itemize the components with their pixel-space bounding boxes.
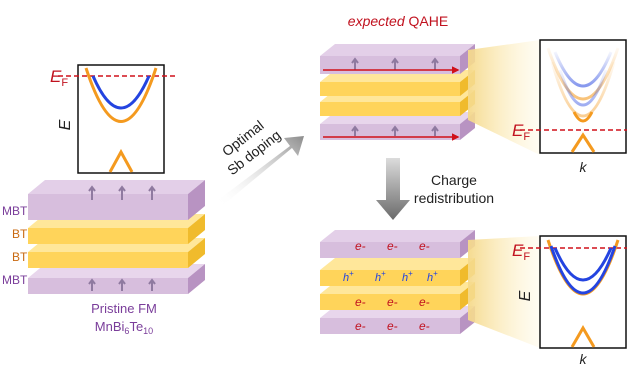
layer-label-mbt-top: MBT bbox=[2, 204, 28, 218]
stack-caption: Pristine FM bbox=[91, 301, 157, 316]
valence-band bbox=[108, 148, 134, 173]
qahe-title: expected QAHE bbox=[348, 13, 448, 29]
zoom-cone-top bbox=[468, 40, 540, 155]
stack-formula: MnBi6Te10 bbox=[95, 319, 153, 336]
layer-mbt-bottom bbox=[28, 264, 205, 294]
k-axis-label-top: k bbox=[580, 159, 588, 175]
zoom-cone-bottom bbox=[468, 236, 540, 348]
electron-label: e- bbox=[355, 319, 366, 333]
energy-axis-label: E bbox=[57, 119, 74, 130]
electron-label: e- bbox=[419, 239, 430, 253]
fermi-label: EF bbox=[50, 67, 68, 89]
k-axis-label-bottom: k bbox=[580, 351, 588, 367]
conduction-band-orange bbox=[84, 67, 158, 123]
energy-axis-label-bottom: E bbox=[517, 290, 534, 301]
band-diagram-bottom-right: EF E k bbox=[512, 235, 627, 367]
layer-label-mbt-bottom: MBT bbox=[2, 273, 28, 287]
bottom-layer-stack: e- e- e- h+ h+ h+ h+ e- e- e- e- e- e- bbox=[320, 230, 475, 334]
electron-label: e- bbox=[387, 319, 398, 333]
electron-label: e- bbox=[419, 319, 430, 333]
hole-label: h+ bbox=[343, 269, 354, 284]
fermi-label-top: EF bbox=[512, 121, 530, 143]
electron-label: e- bbox=[387, 239, 398, 253]
doping-arrow: Optimal Sb doping bbox=[218, 117, 304, 206]
electron-label: e- bbox=[355, 295, 366, 309]
band-diagram-left: EF E bbox=[50, 64, 176, 174]
layer-label-bt-1: BT bbox=[12, 227, 28, 241]
top-layer-stack bbox=[320, 44, 475, 141]
conduction-band-blue bbox=[91, 75, 151, 110]
left-layer-stack: MBT BT BT MBT Pristine FM MnBi6Te10 bbox=[2, 180, 205, 336]
electron-label: e- bbox=[419, 295, 430, 309]
electron-label: e- bbox=[387, 295, 398, 309]
hole-label: h+ bbox=[402, 269, 413, 284]
hole-label: h+ bbox=[375, 269, 386, 284]
layer-mbt-top bbox=[28, 180, 205, 220]
band-diagram-top-right: EF k bbox=[512, 39, 627, 175]
fermi-label-bottom: EF bbox=[512, 241, 530, 263]
redistribution-arrow: Charge redistribution bbox=[376, 158, 494, 220]
hole-label: h+ bbox=[427, 269, 438, 284]
electron-label: e- bbox=[355, 239, 366, 253]
redistribution-label-line2: redistribution bbox=[414, 190, 494, 206]
layer-label-bt-2: BT bbox=[12, 250, 28, 264]
redistribution-label-line1: Charge bbox=[431, 172, 477, 188]
